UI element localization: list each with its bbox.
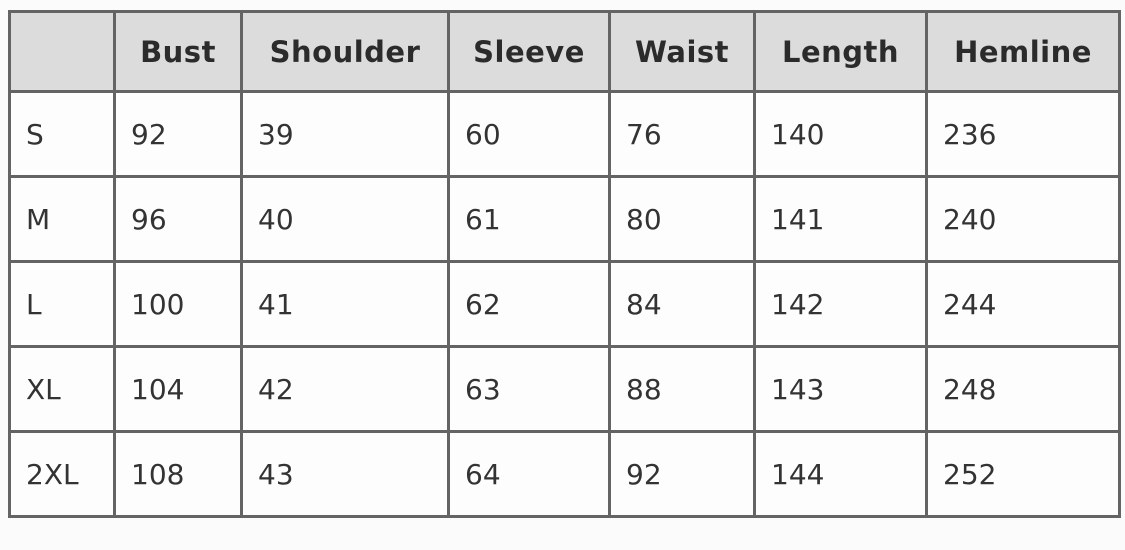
size-label-cell: 2XL xyxy=(8,430,116,518)
value-cell: 88 xyxy=(608,345,756,433)
value-cell: 41 xyxy=(240,260,450,348)
header-row: Bust Shoulder Sleeve Waist Length Hemline xyxy=(8,10,1121,93)
header-cell-hemline: Hemline xyxy=(925,10,1121,93)
value-cell: 92 xyxy=(113,90,243,178)
header-cell-bust: Bust xyxy=(113,10,243,93)
value-cell: 80 xyxy=(608,175,756,263)
table-row-2xl: 2XL 108 43 64 92 144 252 xyxy=(8,430,1121,518)
value-cell: 60 xyxy=(447,90,611,178)
value-cell: 100 xyxy=(113,260,243,348)
value-cell: 108 xyxy=(113,430,243,518)
header-cell-sleeve: Sleeve xyxy=(447,10,611,93)
value-cell: 64 xyxy=(447,430,611,518)
size-label-cell: XL xyxy=(8,345,116,433)
value-cell: 104 xyxy=(113,345,243,433)
value-cell: 62 xyxy=(447,260,611,348)
value-cell: 84 xyxy=(608,260,756,348)
header-cell-waist: Waist xyxy=(608,10,756,93)
value-cell: 142 xyxy=(753,260,928,348)
table-row-m: M 96 40 61 80 141 240 xyxy=(8,175,1121,263)
value-cell: 244 xyxy=(925,260,1121,348)
value-cell: 141 xyxy=(753,175,928,263)
value-cell: 92 xyxy=(608,430,756,518)
header-cell-corner xyxy=(8,10,116,93)
table-row-xl: XL 104 42 63 88 143 248 xyxy=(8,345,1121,433)
table-row-s: S 92 39 60 76 140 236 xyxy=(8,90,1121,178)
table-row-l: L 100 41 62 84 142 244 xyxy=(8,260,1121,348)
value-cell: 40 xyxy=(240,175,450,263)
value-cell: 42 xyxy=(240,345,450,433)
value-cell: 252 xyxy=(925,430,1121,518)
value-cell: 76 xyxy=(608,90,756,178)
size-label-cell: L xyxy=(8,260,116,348)
value-cell: 43 xyxy=(240,430,450,518)
size-chart-table: Bust Shoulder Sleeve Waist Length Hemline S 92… xyxy=(8,10,1121,518)
value-cell: 144 xyxy=(753,430,928,518)
value-cell: 96 xyxy=(113,175,243,263)
value-cell: 236 xyxy=(925,90,1121,178)
size-chart-container: Bust Shoulder Sleeve Waist Length Hemline S 92… xyxy=(8,10,1121,518)
value-cell: 140 xyxy=(753,90,928,178)
value-cell: 248 xyxy=(925,345,1121,433)
value-cell: 240 xyxy=(925,175,1121,263)
value-cell: 143 xyxy=(753,345,928,433)
size-chart-head: Bust Shoulder Sleeve Waist Length Hemline xyxy=(8,10,1121,93)
header-cell-length: Length xyxy=(753,10,928,93)
size-label-cell: M xyxy=(8,175,116,263)
header-cell-shoulder: Shoulder xyxy=(240,10,450,93)
value-cell: 61 xyxy=(447,175,611,263)
value-cell: 63 xyxy=(447,345,611,433)
size-chart-body: S 92 39 60 76 140 236 M 96 40 61 80 141 240 L 100 41 62 84… xyxy=(8,90,1121,518)
size-label-cell: S xyxy=(8,90,116,178)
value-cell: 39 xyxy=(240,90,450,178)
